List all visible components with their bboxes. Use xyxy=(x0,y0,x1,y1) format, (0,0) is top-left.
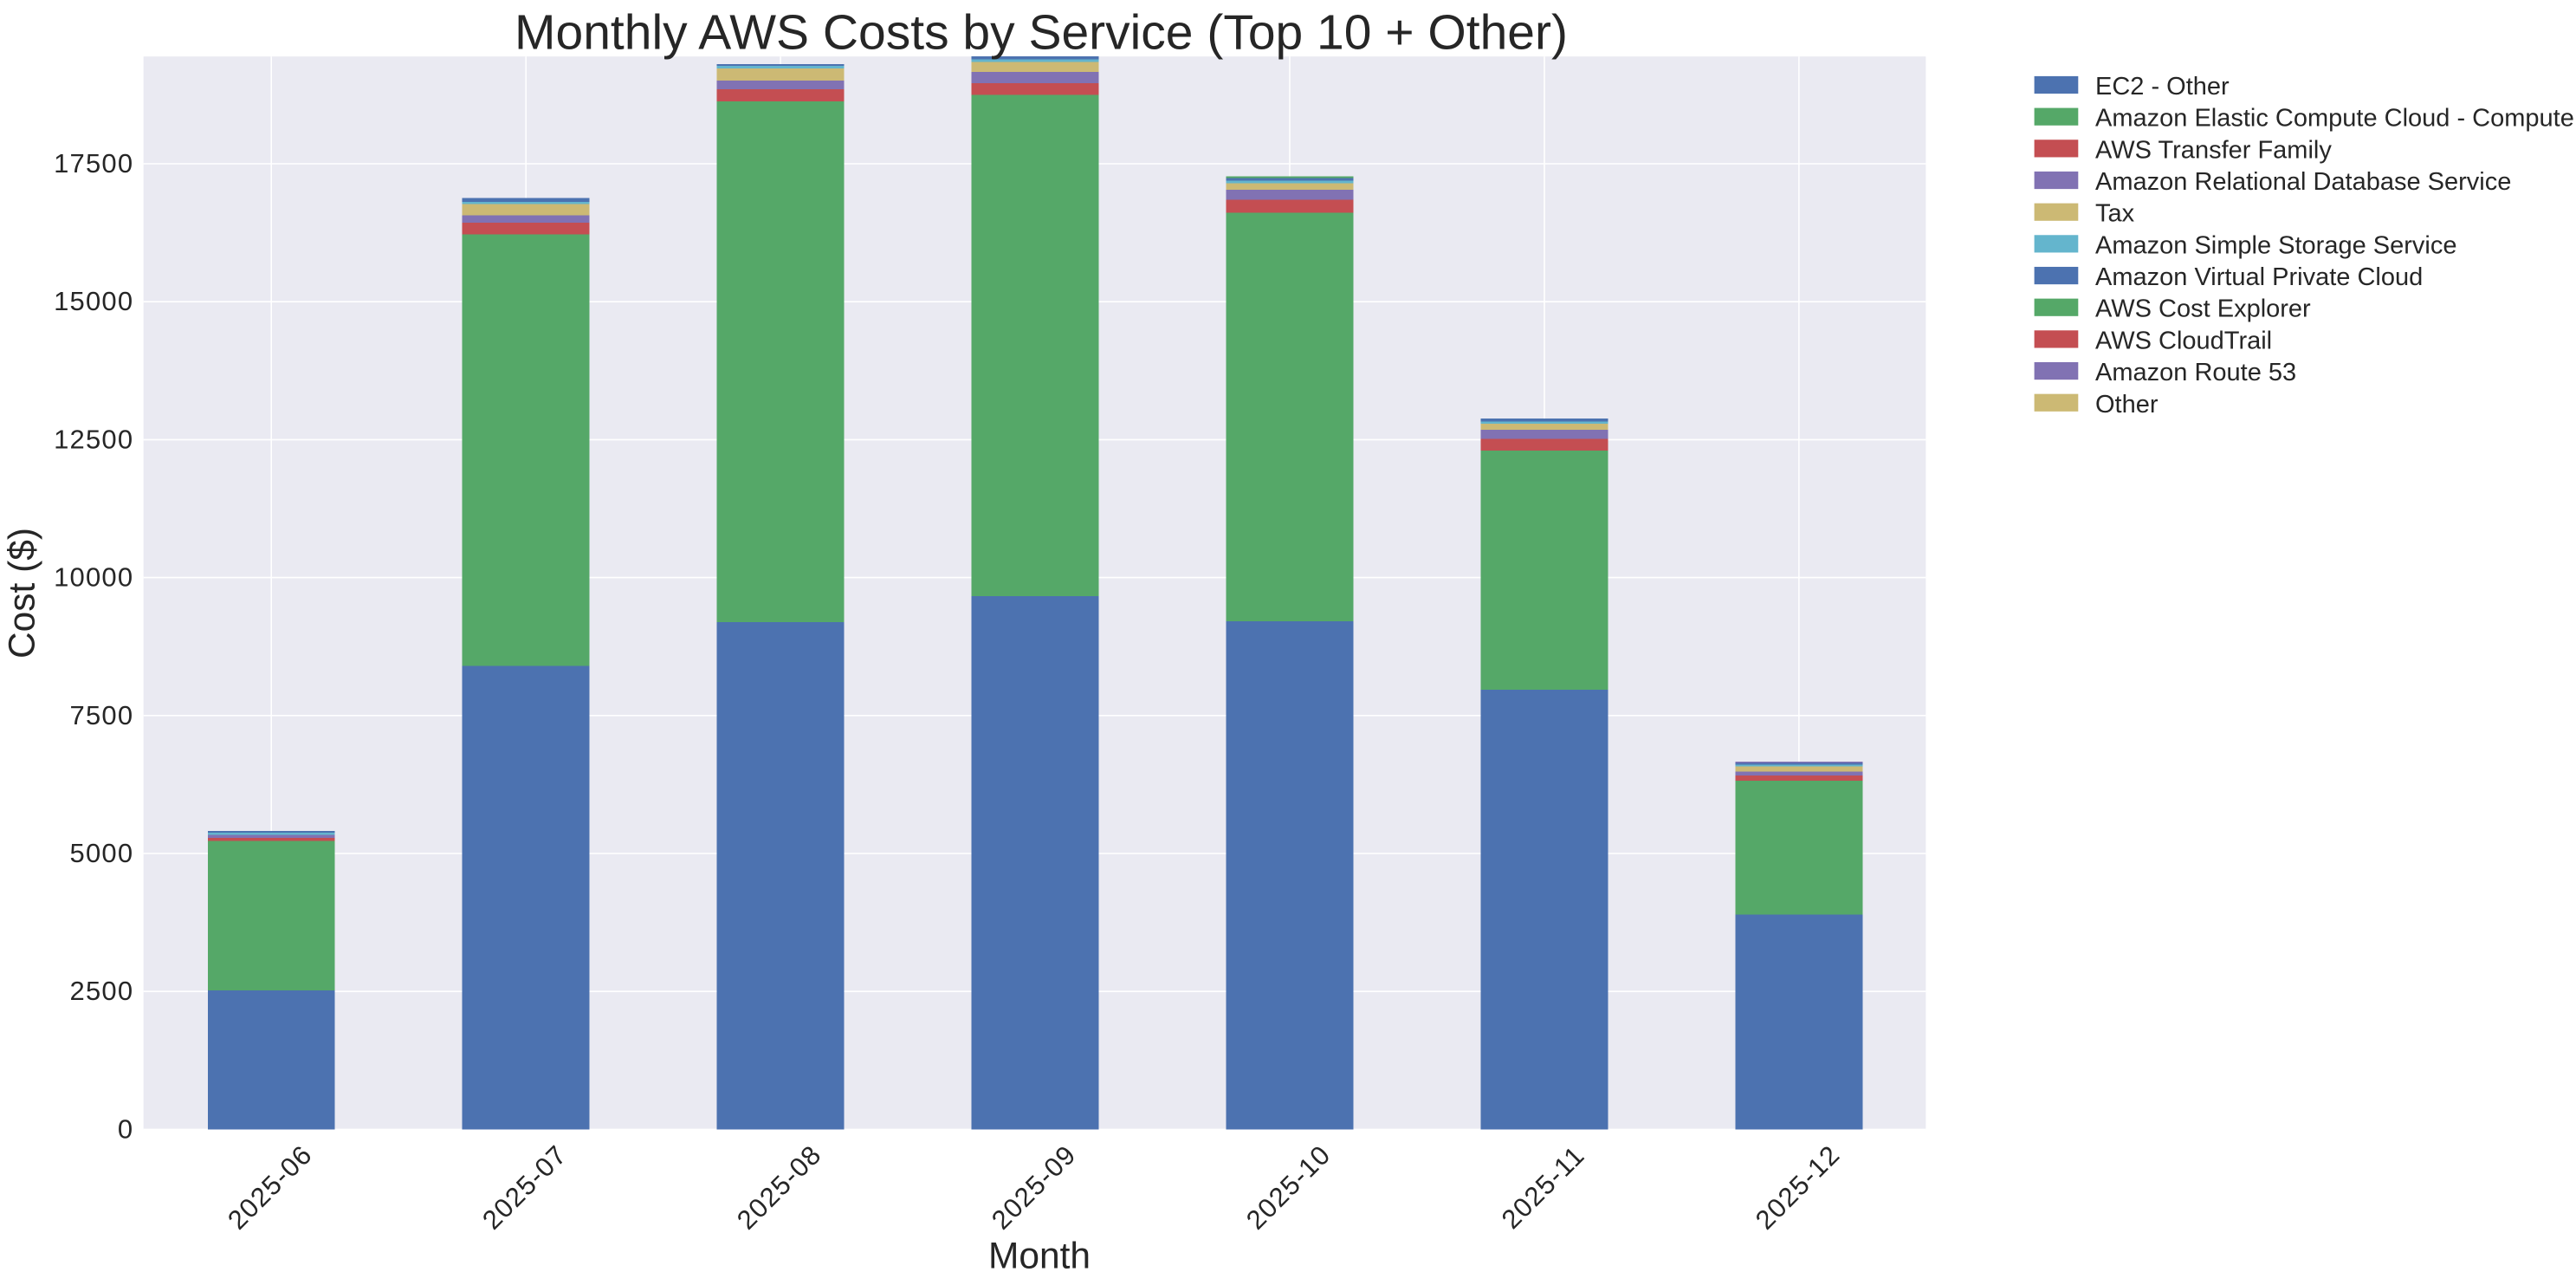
svg-text:Amazon Virtual Private Cloud: Amazon Virtual Private Cloud xyxy=(2095,263,2423,291)
svg-text:Cost ($): Cost ($) xyxy=(3,528,43,659)
svg-text:Amazon Simple Storage Service: Amazon Simple Storage Service xyxy=(2095,231,2456,259)
svg-text:AWS Transfer Family: AWS Transfer Family xyxy=(2095,136,2332,164)
svg-text:AWS CloudTrail: AWS CloudTrail xyxy=(2095,327,2272,354)
svg-text:Amazon Relational Database Ser: Amazon Relational Database Service xyxy=(2095,168,2511,196)
svg-text:Amazon Route 53: Amazon Route 53 xyxy=(2095,359,2296,386)
svg-text:Month: Month xyxy=(988,1236,1091,1276)
svg-text:17500: 17500 xyxy=(54,148,133,178)
svg-text:5000: 5000 xyxy=(70,838,134,868)
svg-text:EC2 - Other: EC2 - Other xyxy=(2095,73,2230,101)
svg-text:Other: Other xyxy=(2095,391,2159,419)
svg-text:Tax: Tax xyxy=(2095,200,2135,228)
svg-text:15000: 15000 xyxy=(54,286,133,316)
svg-text:Monthly AWS Costs by Service (: Monthly AWS Costs by Service (Top 10 + O… xyxy=(515,4,1568,60)
svg-text:12500: 12500 xyxy=(54,424,133,454)
svg-text:2500: 2500 xyxy=(70,976,134,1006)
svg-text:10000: 10000 xyxy=(54,562,133,593)
svg-text:Amazon Elastic Compute Cloud -: Amazon Elastic Compute Cloud - Compute xyxy=(2095,105,2574,133)
svg-text:7500: 7500 xyxy=(70,700,134,730)
svg-text:AWS Cost Explorer: AWS Cost Explorer xyxy=(2095,295,2311,323)
svg-text:0: 0 xyxy=(118,1113,133,1144)
